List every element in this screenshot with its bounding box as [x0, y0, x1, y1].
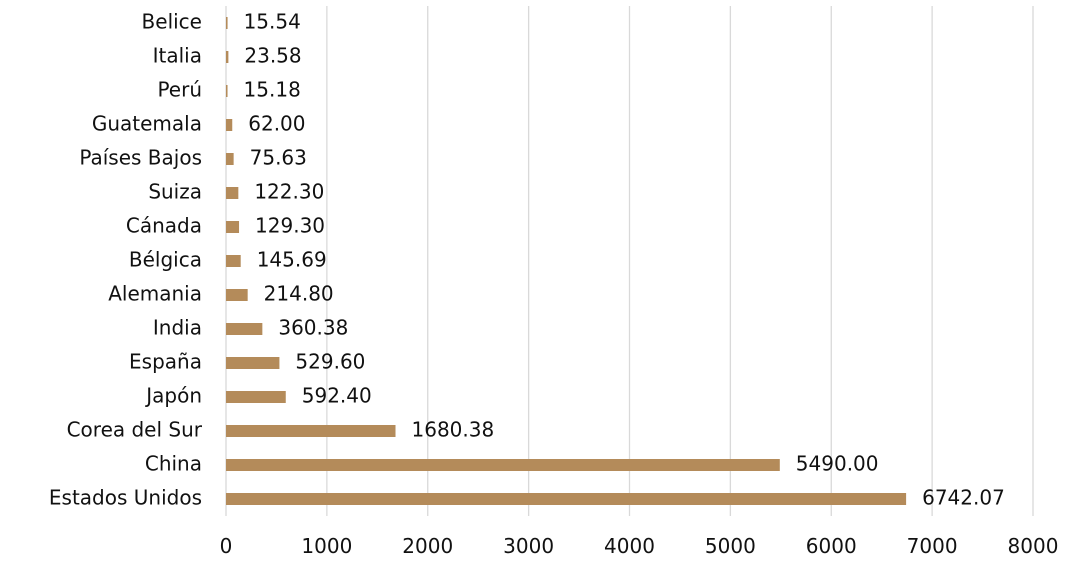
bar-belice — [226, 17, 228, 29]
value-label: 15.54 — [244, 10, 301, 34]
category-label: Cánada — [126, 214, 202, 238]
bar-países-bajos — [226, 153, 234, 165]
label-layer: Belice 15.54 Italia 23.58 Perú 15.18 Guatemala… — [49, 10, 1005, 510]
x-tick-label-6000: 6000 — [806, 534, 857, 558]
x-tick-label-8000: 8000 — [1008, 534, 1059, 558]
category-label: España — [129, 350, 202, 374]
tick-layer: 0 1000 2000 3000 4000 5000 6000 7000 8000 — [220, 534, 1059, 558]
value-label: 122.30 — [254, 180, 324, 204]
value-label: 75.63 — [250, 146, 307, 170]
bar-italia — [226, 51, 229, 63]
bar-corea-del-sur — [226, 425, 396, 437]
x-tick-label-2000: 2000 — [402, 534, 453, 558]
category-label: Países Bajos — [79, 146, 202, 170]
bar-guatemala — [226, 119, 233, 131]
bar-bélgica — [226, 255, 241, 267]
category-label: India — [153, 316, 202, 340]
category-label: Belice — [142, 10, 202, 34]
value-label: 529.60 — [295, 350, 365, 374]
category-label: Suiza — [148, 180, 202, 204]
value-label: 5490.00 — [796, 452, 879, 476]
bar-layer — [226, 17, 907, 505]
value-label: 360.38 — [278, 316, 348, 340]
category-label: Alemania — [108, 282, 202, 306]
value-label: 6742.07 — [922, 486, 1005, 510]
value-label: 62.00 — [248, 112, 305, 136]
value-label: 129.30 — [255, 214, 325, 238]
x-tick-label-1000: 1000 — [301, 534, 352, 558]
category-label: Bélgica — [129, 248, 202, 272]
bar-alemania — [226, 289, 248, 301]
value-label: 15.18 — [244, 78, 301, 102]
value-label: 23.58 — [244, 44, 301, 68]
bar-estados-unidos — [226, 493, 907, 505]
x-tick-label-5000: 5000 — [705, 534, 756, 558]
x-tick-label-3000: 3000 — [503, 534, 554, 558]
grid-layer — [225, 6, 1034, 516]
category-label: China — [145, 452, 202, 476]
value-label: 592.40 — [302, 384, 372, 408]
bar-china — [226, 459, 780, 471]
value-label: 145.69 — [257, 248, 327, 272]
category-label: Perú — [157, 78, 202, 102]
bar-suiza — [226, 187, 239, 199]
x-tick-label-0: 0 — [220, 534, 233, 558]
bar-india — [226, 323, 263, 335]
bar-españa — [226, 357, 280, 369]
bar-cánada — [226, 221, 240, 233]
category-label: Japón — [144, 384, 202, 408]
value-label: 1680.38 — [412, 418, 495, 442]
x-tick-label-7000: 7000 — [907, 534, 958, 558]
category-label: Italia — [153, 44, 202, 68]
category-label: Estados Unidos — [49, 486, 202, 510]
bar-perú — [226, 85, 228, 97]
x-tick-label-4000: 4000 — [604, 534, 655, 558]
bar-japón — [226, 391, 286, 403]
category-label: Corea del Sur — [67, 418, 203, 442]
category-label: Guatemala — [92, 112, 202, 136]
value-label: 214.80 — [264, 282, 334, 306]
